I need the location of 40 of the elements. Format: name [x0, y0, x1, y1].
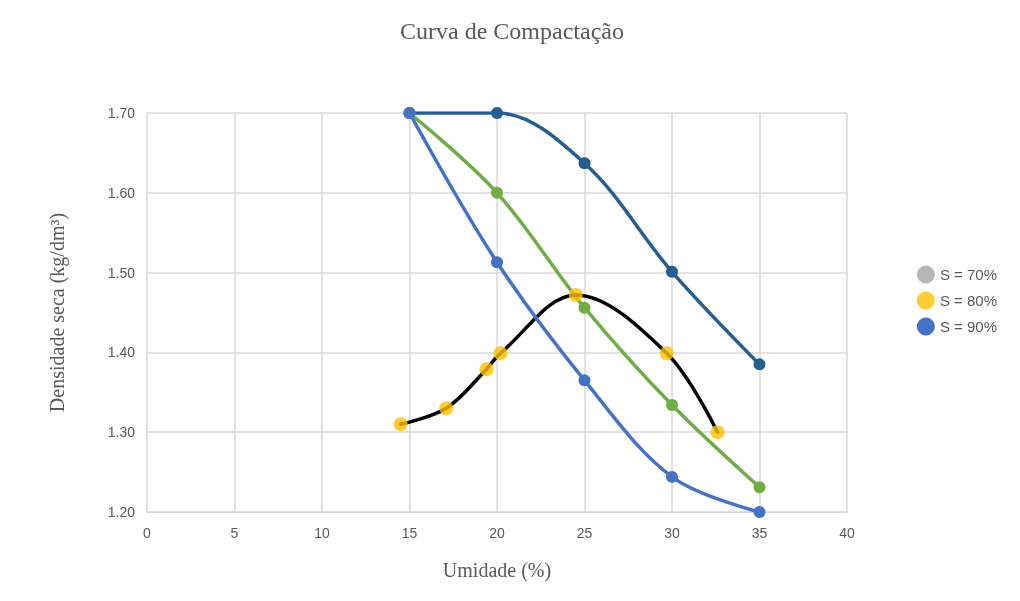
- y-tick-label: 1.60: [107, 184, 136, 201]
- point: [493, 346, 508, 361]
- point: [578, 157, 591, 170]
- point: [491, 186, 503, 199]
- point: [753, 481, 766, 494]
- point: [491, 256, 503, 269]
- x-tick-label: 30: [664, 525, 680, 541]
- point: [491, 107, 503, 119]
- x-axis-title: Umidade (%): [442, 559, 552, 582]
- point: [753, 506, 766, 518]
- point: [578, 374, 591, 387]
- legend-label: S = 70%: [939, 266, 997, 283]
- legend-label: S = 90%: [939, 318, 997, 335]
- x-tick-label: 10: [314, 525, 330, 541]
- point: [439, 401, 454, 416]
- y-tick-label: 1.50: [107, 264, 136, 281]
- y-axis-title: Densidade seca (kg/dm³): [46, 212, 69, 413]
- y-tick-label: 1.40: [107, 344, 136, 361]
- x-tick-label: 35: [751, 525, 768, 541]
- y-tick-label: 1.30: [107, 424, 136, 441]
- x-tick-label: 15: [401, 525, 418, 541]
- point: [666, 470, 678, 483]
- x-tick-label: 20: [489, 525, 505, 541]
- point: [753, 358, 766, 371]
- point: [710, 425, 725, 440]
- point: [479, 362, 494, 377]
- point: [578, 301, 591, 314]
- x-tick-label: 40: [839, 525, 855, 541]
- point: [659, 346, 674, 361]
- y-tick-label: 1.20: [107, 504, 136, 520]
- point: [666, 265, 678, 278]
- chart-title: Curva de Compactação: [400, 18, 624, 44]
- x-tick-label: 25: [576, 525, 593, 541]
- legend-label: S = 80%: [939, 292, 997, 309]
- x-tick-label: 0: [143, 525, 152, 541]
- y-tick-label: 1.70: [107, 105, 136, 121]
- point: [666, 399, 678, 412]
- x-tick-label: 5: [230, 525, 239, 541]
- point: [568, 287, 583, 302]
- point: [393, 417, 408, 432]
